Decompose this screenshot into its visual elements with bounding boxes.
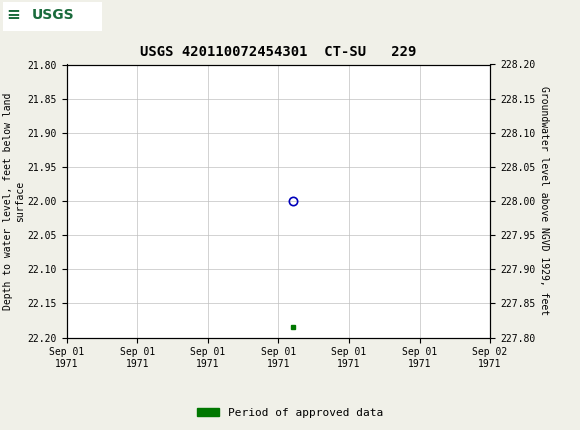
Text: ≡: ≡ (6, 6, 20, 25)
Bar (3, 2, 102, 31)
Legend: Period of approved data: Period of approved data (193, 403, 387, 422)
Text: USGS: USGS (32, 9, 74, 22)
Y-axis label: Groundwater level above NGVD 1929, feet: Groundwater level above NGVD 1929, feet (539, 86, 549, 316)
Y-axis label: Depth to water level, feet below land
surface: Depth to water level, feet below land su… (3, 92, 25, 310)
Title: USGS 420110072454301  CT-SU   229: USGS 420110072454301 CT-SU 229 (140, 45, 416, 59)
